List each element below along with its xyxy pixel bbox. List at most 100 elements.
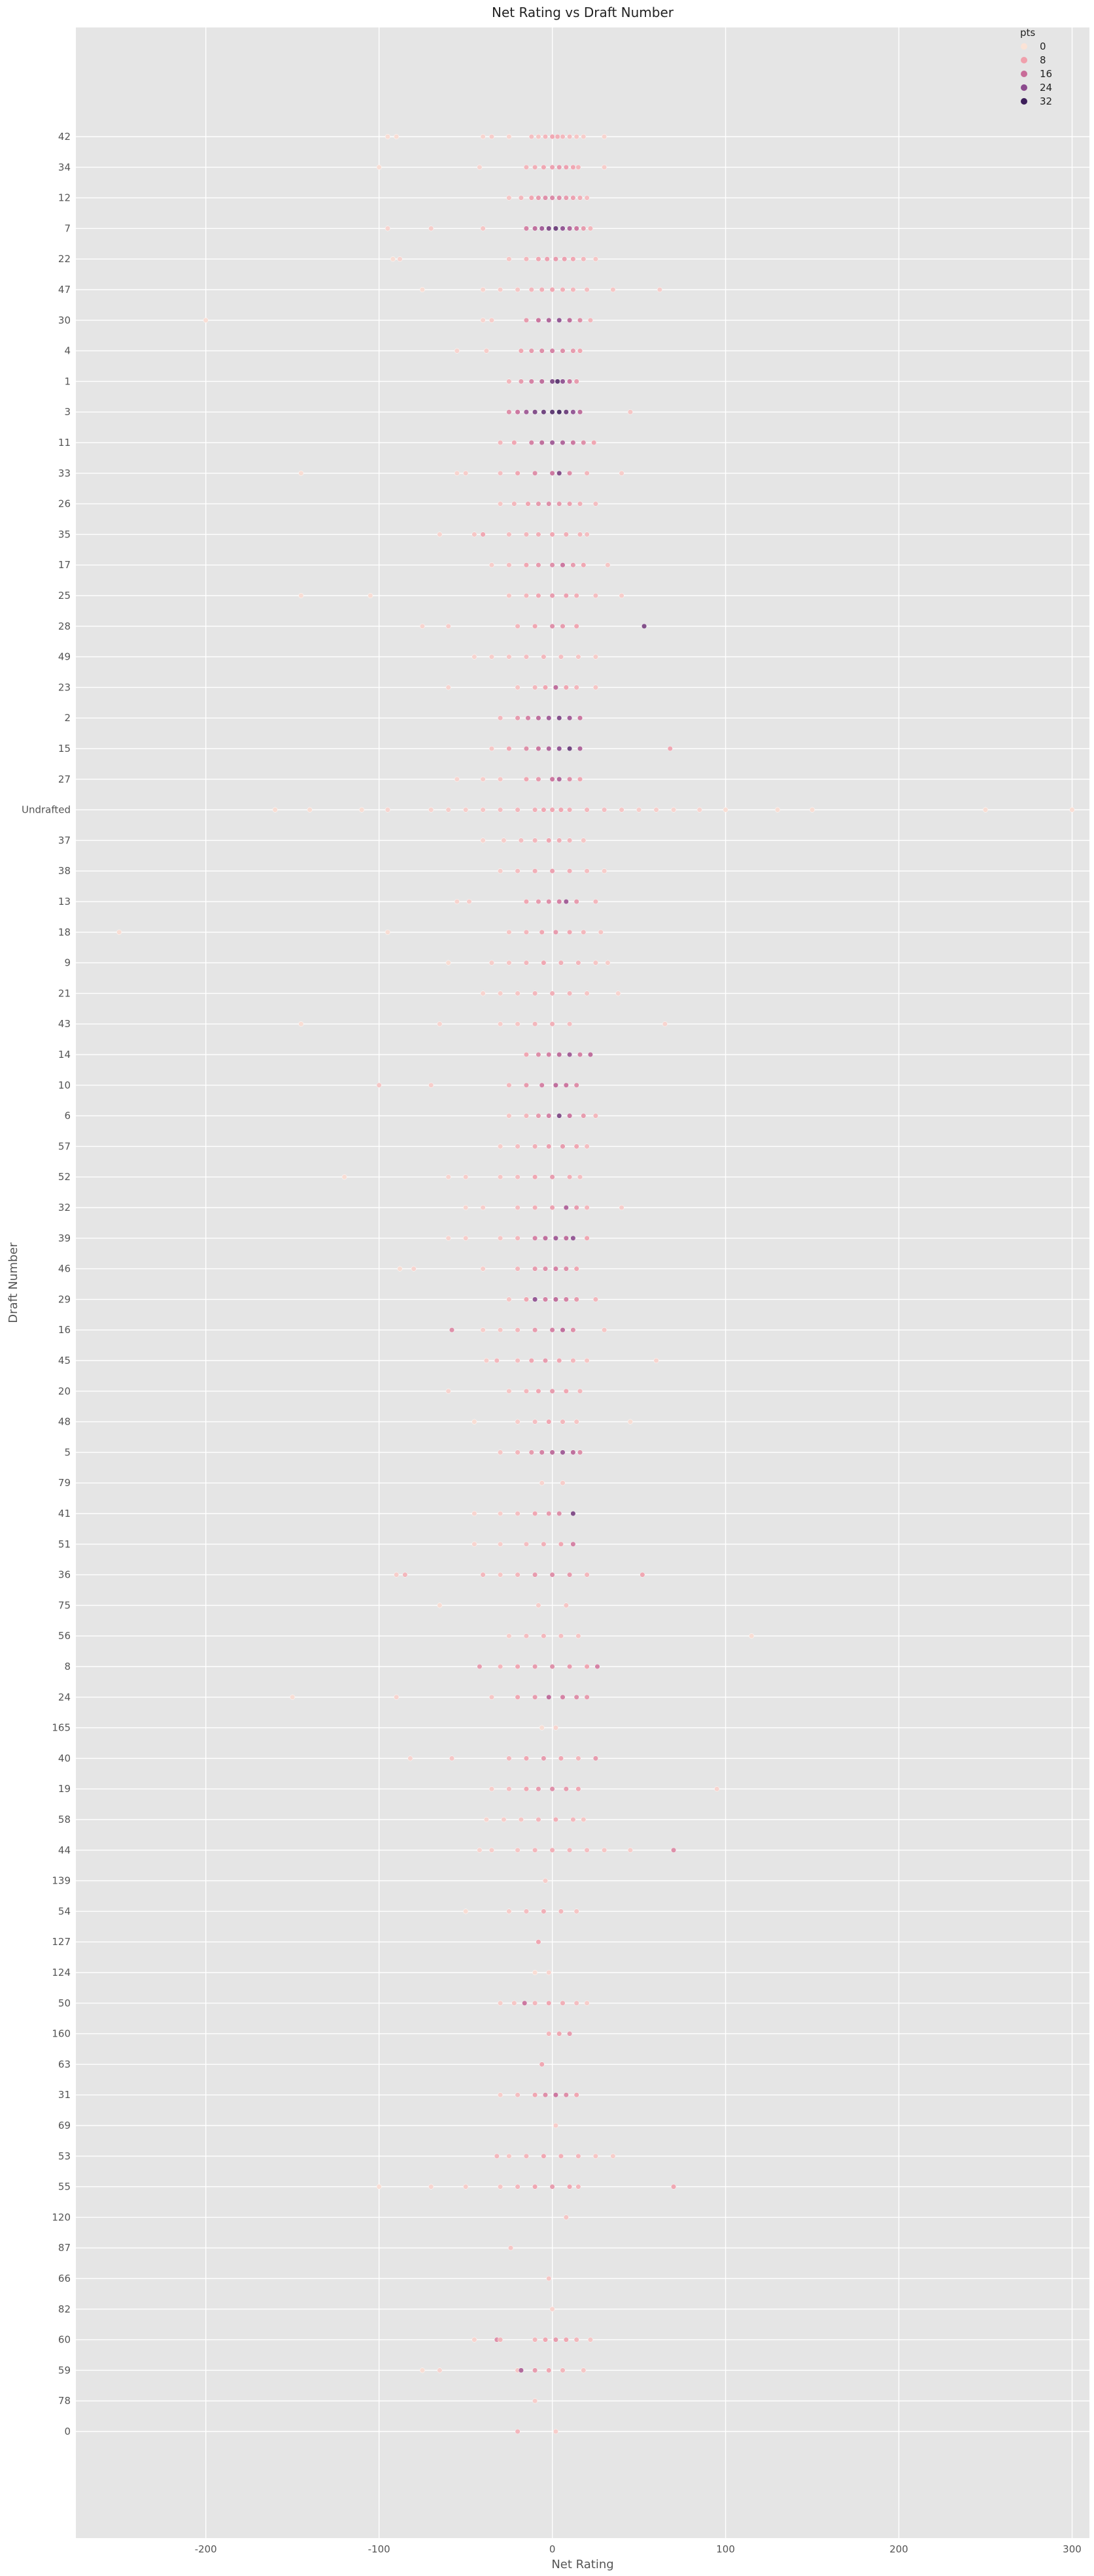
data-point	[775, 807, 781, 813]
data-point	[515, 286, 521, 293]
data-point	[567, 133, 573, 140]
data-point	[567, 226, 573, 231]
data-point	[592, 654, 598, 660]
data-point	[567, 1572, 573, 1578]
data-point	[532, 1572, 538, 1578]
y-tick-label: 60	[58, 2334, 71, 2346]
data-point	[523, 654, 529, 660]
data-point	[539, 2061, 545, 2067]
data-point	[653, 1357, 659, 1364]
data-point	[541, 1633, 547, 1639]
data-point	[532, 838, 538, 843]
data-point	[523, 1051, 529, 1058]
data-point	[573, 592, 579, 599]
data-point	[536, 501, 541, 507]
data-point	[671, 1847, 677, 1853]
data-point	[525, 715, 531, 721]
data-point	[488, 745, 494, 752]
data-point	[556, 409, 562, 415]
y-tick-label: 124	[52, 1967, 71, 1978]
data-point	[573, 898, 579, 905]
y-tick-label: 45	[58, 1355, 71, 1366]
data-point	[549, 195, 555, 201]
legend: pts 0 8 16 24 32	[1020, 27, 1052, 107]
data-point	[498, 776, 504, 782]
data-point	[480, 776, 486, 782]
data-point	[553, 226, 558, 231]
y-tick-label: 21	[58, 987, 71, 999]
data-point	[515, 2092, 521, 2098]
data-point	[556, 195, 562, 201]
data-point	[549, 133, 555, 140]
legend-label: 0	[1040, 41, 1046, 52]
y-tick-label: 8	[64, 1661, 71, 1672]
data-point	[570, 256, 576, 262]
data-point	[573, 623, 579, 629]
data-point	[532, 1235, 538, 1241]
data-point	[445, 1388, 451, 1394]
data-point	[546, 317, 552, 323]
data-point	[619, 1204, 624, 1211]
data-point	[506, 2153, 512, 2159]
data-point	[662, 1021, 668, 1027]
data-point	[696, 807, 702, 813]
data-point	[528, 348, 534, 354]
data-point	[454, 348, 460, 354]
data-point	[506, 133, 512, 140]
data-point	[573, 1082, 579, 1088]
data-point	[477, 1847, 483, 1853]
data-point	[581, 1816, 587, 1823]
data-point	[498, 1144, 504, 1149]
data-point	[542, 1296, 549, 1302]
legend-entries: 0 8 16 24 32	[1021, 41, 1052, 107]
data-point	[515, 1572, 521, 1578]
data-point	[463, 1908, 469, 1914]
data-point	[627, 409, 633, 415]
data-point	[523, 317, 529, 323]
y-tick-label: 27	[58, 773, 71, 785]
data-point	[575, 2153, 581, 2159]
data-point	[506, 929, 512, 935]
y-tick-label: 12	[58, 192, 71, 204]
data-point	[506, 256, 512, 262]
data-point	[523, 1388, 529, 1394]
y-tick-label: 75	[58, 1599, 71, 1611]
data-point	[498, 868, 504, 874]
data-point	[563, 1266, 569, 1272]
data-point	[539, 1449, 545, 1455]
y-tick-label: 46	[58, 1263, 71, 1275]
data-point	[498, 1235, 504, 1241]
data-point	[549, 1572, 555, 1578]
data-point	[541, 1541, 547, 1547]
data-point	[610, 286, 616, 293]
data-point	[570, 562, 576, 568]
data-point	[546, 745, 552, 752]
data-point	[528, 439, 534, 446]
data-point	[498, 1572, 504, 1578]
data-point	[480, 226, 486, 231]
data-point	[546, 898, 552, 905]
data-point	[575, 2184, 581, 2190]
data-point	[532, 868, 538, 874]
data-point	[592, 960, 598, 966]
y-tick-label: 48	[58, 1416, 71, 1428]
x-axis-label: Net Rating	[551, 2558, 613, 2571]
y-tick-label: 39	[58, 1232, 71, 1244]
data-point	[532, 409, 538, 415]
data-point	[419, 2367, 425, 2373]
data-point	[532, 991, 538, 996]
data-point	[515, 1694, 521, 1700]
data-point	[581, 439, 587, 446]
data-point	[463, 1204, 469, 1211]
data-point	[483, 1816, 489, 1823]
data-point	[592, 1113, 598, 1119]
legend-marker	[1021, 57, 1027, 63]
data-point	[627, 1847, 633, 1853]
data-point	[480, 1204, 486, 1211]
data-point	[506, 562, 512, 568]
data-point	[483, 348, 489, 354]
data-point	[532, 1969, 538, 1976]
data-point	[498, 2092, 504, 2098]
data-point	[501, 1816, 507, 1823]
data-point	[563, 1082, 569, 1088]
